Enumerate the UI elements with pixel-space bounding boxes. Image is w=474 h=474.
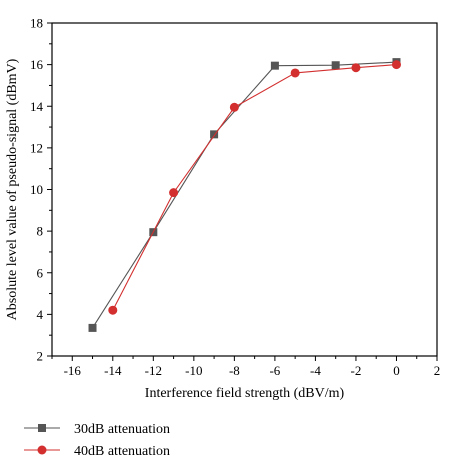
y-tick-label: 8 <box>37 224 44 239</box>
data-point <box>391 60 401 70</box>
x-tick-label: -10 <box>185 363 202 378</box>
x-tick-label: -8 <box>229 363 240 378</box>
x-tick-label: -16 <box>64 363 82 378</box>
legend-item: 30dB attenuation <box>24 422 170 437</box>
series-line <box>112 64 397 311</box>
x-tick-label: 2 <box>434 363 441 378</box>
series-line <box>92 61 397 329</box>
y-tick-label: 14 <box>30 99 44 114</box>
x-axis-ticks: -16 -14 -12 -10 -8 -6 -4 -2 0 2 <box>51 356 441 378</box>
series-layer <box>88 58 401 332</box>
data-point <box>270 61 279 70</box>
data-point <box>88 323 97 332</box>
plot-frame <box>51 22 438 357</box>
axes <box>51 22 438 357</box>
data-point <box>229 102 239 112</box>
legend-label: 40dB attenuation <box>74 444 170 459</box>
x-axis-label: Interference field strength (dBV/m) <box>145 386 345 401</box>
x-tick-label: -2 <box>351 363 362 378</box>
x-tick-label: -12 <box>145 363 162 378</box>
legend-marker <box>37 445 47 455</box>
y-tick-label: 18 <box>30 16 43 31</box>
data-point <box>331 61 340 70</box>
y-tick-label: 16 <box>30 57 44 72</box>
y-tick-label: 12 <box>30 140 43 155</box>
legend-label: 30dB attenuation <box>74 422 170 437</box>
data-point <box>169 188 179 198</box>
x-tick-label: -4 <box>310 363 321 378</box>
x-tick-label: 0 <box>393 363 400 378</box>
legend-marker <box>38 424 46 432</box>
legend: 30dB attenuation 40dB attenuation <box>24 422 170 459</box>
y-tick-label: 10 <box>30 182 43 197</box>
series-1 <box>88 58 401 332</box>
data-point <box>351 63 361 73</box>
y-axis-label: Absolute level value of pseudo-signal (d… <box>5 58 20 320</box>
y-tick-label: 6 <box>37 265 44 280</box>
y-axis-ticks: 2 4 6 8 10 12 14 16 18 <box>30 16 52 364</box>
data-point <box>210 130 219 139</box>
x-tick-label: -14 <box>104 363 122 378</box>
legend-item: 40dB attenuation <box>24 444 170 459</box>
data-point <box>290 68 300 78</box>
data-point <box>108 305 118 315</box>
series-2 <box>108 60 401 315</box>
y-tick-label: 4 <box>37 307 44 322</box>
x-tick-label: -6 <box>269 363 280 378</box>
y-tick-label: 2 <box>37 349 44 364</box>
